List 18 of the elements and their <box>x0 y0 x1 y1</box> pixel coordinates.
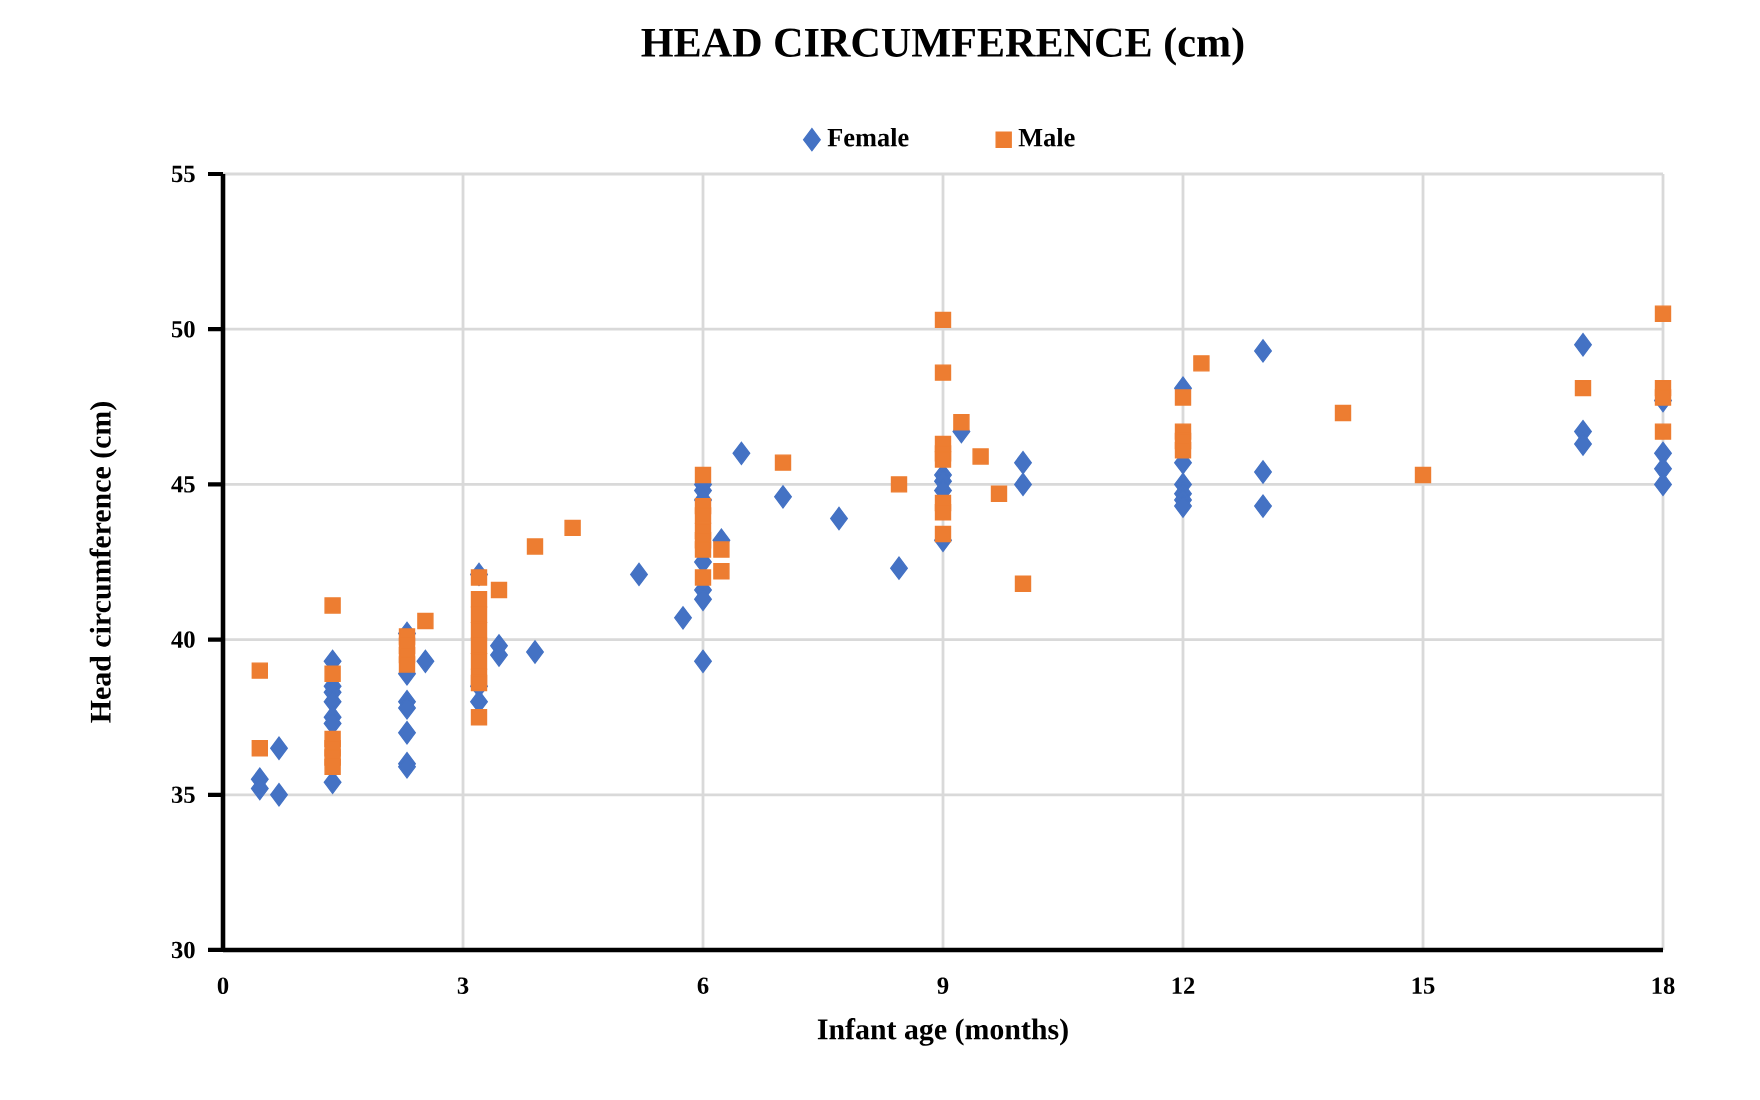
y-axis-title: Head circumference (cm) <box>89 402 117 723</box>
x-tick-label: 9 <box>937 977 949 994</box>
y-tick-label: 40 <box>171 631 195 648</box>
x-tick-label: 15 <box>1412 977 1435 994</box>
x-tick-label: 6 <box>697 977 709 994</box>
legend-label: Female <box>827 127 909 147</box>
x-tick-label: 3 <box>457 977 469 994</box>
y-tick-label: 45 <box>171 476 195 493</box>
y-tick-label: 35 <box>171 786 195 804</box>
x-tick-label: 0 <box>217 977 229 994</box>
x-tick-label: 12 <box>1172 977 1195 994</box>
y-tick-label: 50 <box>171 320 195 338</box>
y-tick-label: 55 <box>171 165 195 183</box>
legend-label: Male <box>1018 127 1075 147</box>
x-axis-title: Infant age (months) <box>817 1018 1068 1046</box>
chart-title: HEAD CIRCUMFERENCE (cm) <box>641 27 1244 66</box>
y-tick-label: 30 <box>171 941 195 959</box>
x-tick-label: 18 <box>1652 977 1675 994</box>
